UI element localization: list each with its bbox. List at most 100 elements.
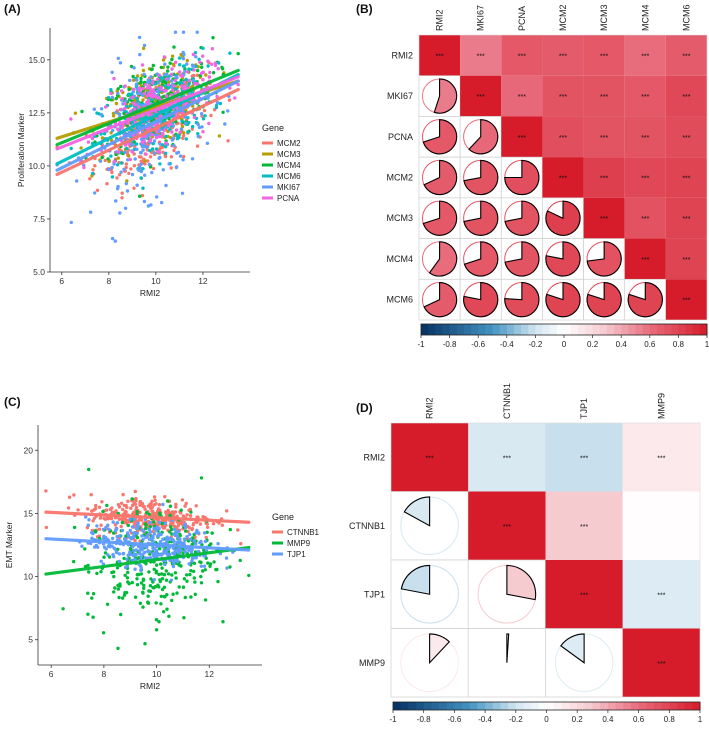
data-point xyxy=(233,96,237,100)
data-point xyxy=(44,525,49,530)
significance-stars: *** xyxy=(518,94,526,101)
colorbar-segment xyxy=(446,702,455,710)
data-point xyxy=(103,551,108,555)
data-point xyxy=(182,577,187,581)
data-point xyxy=(91,592,96,596)
data-point xyxy=(165,607,169,611)
data-point xyxy=(119,161,124,165)
data-point xyxy=(108,507,113,512)
data-point xyxy=(164,125,168,130)
data-point xyxy=(100,136,105,140)
data-point xyxy=(141,98,145,102)
colorbar-tick-label: -0.2 xyxy=(509,715,523,724)
pie-wedge xyxy=(504,281,540,318)
data-point xyxy=(173,30,178,34)
colorbar-segment xyxy=(577,702,586,710)
data-point xyxy=(123,84,127,88)
data-point xyxy=(120,596,125,600)
col-label: CTNNB1 xyxy=(502,383,512,419)
data-point xyxy=(145,100,149,105)
data-point xyxy=(147,570,151,574)
x-tick-label: 6 xyxy=(59,276,64,286)
data-point xyxy=(154,601,158,605)
data-point xyxy=(145,510,149,515)
data-point xyxy=(216,542,220,546)
data-point xyxy=(105,503,109,508)
colorbar-segment xyxy=(477,702,486,710)
data-point xyxy=(120,196,124,200)
data-point xyxy=(210,62,214,66)
data-point xyxy=(128,104,132,108)
data-point xyxy=(141,577,146,581)
colorbar-tick-label: -1 xyxy=(389,715,397,724)
data-point xyxy=(92,516,97,521)
data-point xyxy=(122,503,127,508)
data-point xyxy=(161,150,165,154)
data-point xyxy=(174,505,178,509)
panel-label-c: (C) xyxy=(4,395,21,409)
data-point xyxy=(195,68,200,73)
data-point xyxy=(98,516,103,520)
data-point xyxy=(221,620,225,624)
corr-cell xyxy=(583,35,625,76)
data-point xyxy=(160,200,164,205)
data-point xyxy=(142,586,146,590)
data-point xyxy=(138,91,143,96)
data-point xyxy=(227,98,232,102)
data-point xyxy=(93,164,97,168)
data-point xyxy=(122,556,126,561)
data-point xyxy=(137,35,142,40)
data-point xyxy=(171,551,175,555)
data-point xyxy=(107,527,111,532)
data-point xyxy=(117,559,122,564)
col-label: RMI2 xyxy=(425,397,435,419)
data-point xyxy=(163,562,167,567)
data-point xyxy=(172,539,176,543)
data-point xyxy=(131,74,135,79)
data-point xyxy=(119,524,123,529)
data-point xyxy=(179,508,183,512)
points-layer xyxy=(55,30,240,243)
data-point xyxy=(135,510,139,514)
data-point xyxy=(147,527,151,531)
data-point xyxy=(128,157,132,162)
data-point xyxy=(180,119,184,123)
data-point xyxy=(184,137,188,141)
data-point xyxy=(123,537,127,541)
data-point xyxy=(211,522,216,526)
data-point xyxy=(129,64,134,69)
data-point xyxy=(172,527,177,532)
data-point xyxy=(173,571,178,575)
data-point xyxy=(120,520,125,525)
data-point xyxy=(125,520,129,524)
data-point xyxy=(141,528,145,532)
significance-stars: *** xyxy=(641,53,649,60)
data-point xyxy=(169,155,174,159)
data-point xyxy=(170,57,174,62)
colorbar-segment xyxy=(546,702,555,710)
data-point xyxy=(141,86,145,91)
data-point xyxy=(127,142,131,146)
data-point xyxy=(197,549,201,554)
colorbar-segment xyxy=(500,702,509,710)
data-point xyxy=(79,146,83,150)
data-point xyxy=(213,63,218,68)
data-point xyxy=(175,548,179,552)
data-point xyxy=(144,545,149,549)
data-point xyxy=(199,112,204,116)
corr-cell xyxy=(583,197,625,239)
data-point xyxy=(183,80,187,85)
panel-c-scatter: 6 8 10 12 5 10 15 20 RMI2 EMT Marker Gene CTNNB1 MMP… xyxy=(4,425,320,691)
fit-line-pcna xyxy=(55,75,240,151)
data-point xyxy=(100,155,104,160)
colorbar-segment xyxy=(462,702,471,710)
data-point xyxy=(127,552,132,556)
data-point xyxy=(183,550,188,554)
colorbar-tick-label: 0.6 xyxy=(644,340,656,349)
data-point xyxy=(140,140,144,145)
data-point xyxy=(69,117,73,121)
data-point xyxy=(137,104,141,109)
data-point xyxy=(236,51,240,56)
colorbar-segment xyxy=(421,324,429,335)
data-point xyxy=(146,594,150,598)
